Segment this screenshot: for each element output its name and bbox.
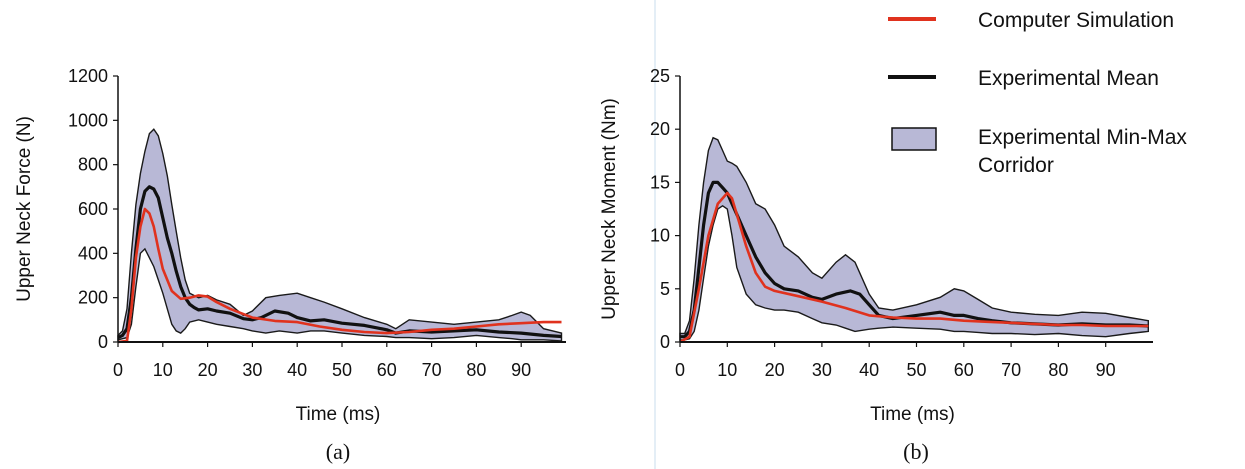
series-computer-simulation <box>117 207 562 344</box>
y-tick-label: 1200 <box>68 66 108 86</box>
x-tick-label: 90 <box>511 360 531 380</box>
x-axis-label: Time (ms) <box>870 404 955 425</box>
x-tick-label: 10 <box>153 360 173 380</box>
x-tick-label: 0 <box>113 360 123 380</box>
legend-swatch-corridor <box>891 127 937 151</box>
y-tick-label: 0 <box>98 332 108 352</box>
panel-caption: (a) <box>326 439 350 464</box>
corridor-band <box>679 136 1149 341</box>
y-tick-label: 800 <box>78 155 108 175</box>
chart-panel-a: 0 200 400 600 800 1000 1200 0 10 20 30 40 50 60 70 80 90… <box>14 66 566 464</box>
x-tick-label: 40 <box>859 360 879 380</box>
y-tick-label: 600 <box>78 199 108 219</box>
x-tick-label: 30 <box>812 360 832 380</box>
x-tick-label: 10 <box>717 360 737 380</box>
y-tick-label: 5 <box>660 279 670 299</box>
y-tick-label: 400 <box>78 243 108 263</box>
y-axis-label: Upper Neck Moment (Nm) <box>599 98 620 320</box>
corridor-band <box>117 128 563 342</box>
legend-label-corridor-line2: Corridor <box>978 154 1054 177</box>
x-tick-label: 80 <box>466 360 486 380</box>
x-tick-label: 30 <box>242 360 262 380</box>
x-tick-label: 60 <box>954 360 974 380</box>
x-tick-label: 50 <box>906 360 926 380</box>
x-tick-label: 90 <box>1096 360 1116 380</box>
panel-caption: (b) <box>903 439 929 464</box>
x-tick-label: 0 <box>675 360 685 380</box>
x-tick-label: 60 <box>377 360 397 380</box>
x-tick-label: 20 <box>198 360 218 380</box>
y-tick-label: 200 <box>78 288 108 308</box>
y-axis-label: Upper Neck Force (N) <box>14 116 35 302</box>
legend-label-corridor-line1: Experimental Min-Max <box>978 126 1187 149</box>
x-tick-label: 50 <box>332 360 352 380</box>
legend-label-simulation: Computer Simulation <box>978 9 1174 32</box>
x-axis-label: Time (ms) <box>296 404 381 425</box>
chart-panel-b: 0 5 10 15 20 25 0 10 20 30 40 50 60 70 80 90 Time (ms) Up… <box>599 66 1153 464</box>
y-tick-label: 25 <box>650 66 670 86</box>
series-computer-simulation <box>679 191 1149 344</box>
y-tick-label: 10 <box>650 226 670 246</box>
legend-label-mean: Experimental Mean <box>978 67 1159 90</box>
legend: Computer Simulation Experimental Mean Ex… <box>888 9 1187 177</box>
x-tick-label: 70 <box>1001 360 1021 380</box>
y-tick-label: 20 <box>650 119 670 139</box>
x-tick-label: 70 <box>422 360 442 380</box>
y-tick-label: 0 <box>660 332 670 352</box>
x-tick-label: 20 <box>765 360 785 380</box>
x-tick-label: 40 <box>287 360 307 380</box>
x-tick-label: 80 <box>1048 360 1068 380</box>
y-tick-label: 15 <box>650 172 670 192</box>
y-tick-label: 1000 <box>68 110 108 130</box>
